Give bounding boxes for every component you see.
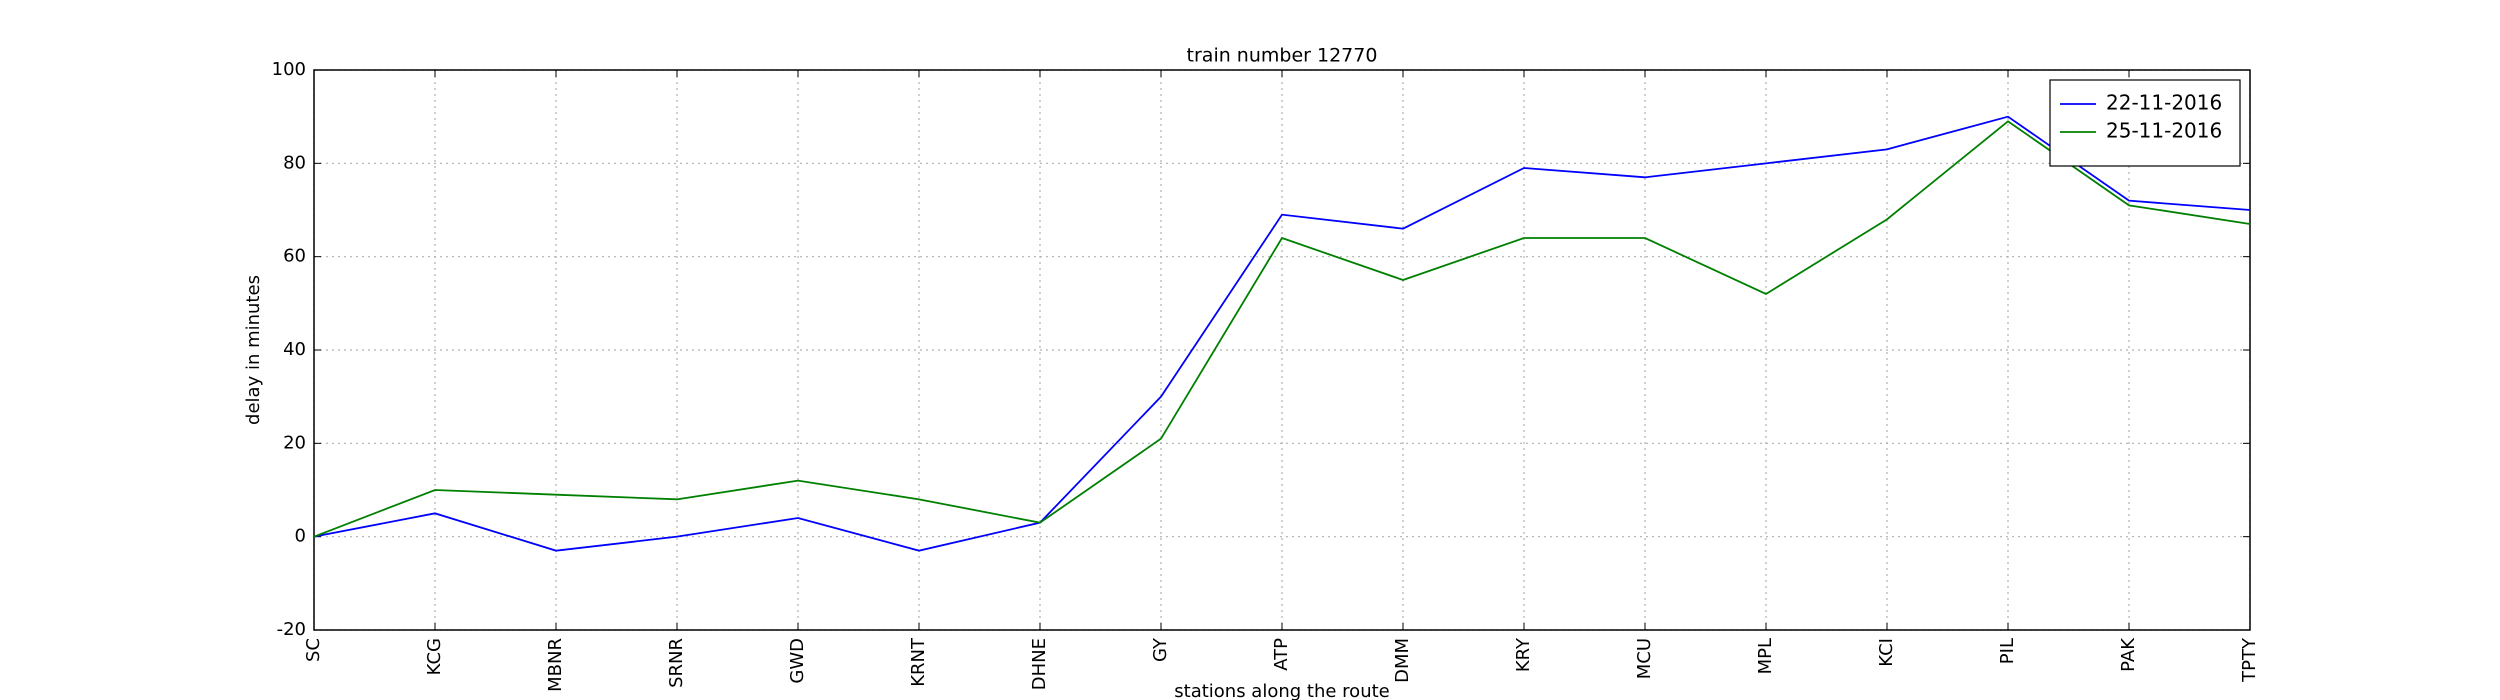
- x-tick-label: MCU: [1634, 638, 1655, 679]
- x-tick-label: DHNE: [1029, 638, 1050, 690]
- x-tick-label: KCG: [424, 638, 445, 675]
- legend-box: [2049, 79, 2241, 167]
- series-line: [313, 120, 2251, 538]
- y-tick-label: 0: [295, 526, 306, 547]
- legend-label: 22-11-2016: [2106, 91, 2222, 115]
- x-tick-label: SC: [303, 638, 324, 662]
- x-tick-label: PAK: [2118, 637, 2139, 672]
- plot-frame: [313, 69, 2251, 631]
- series-line: [313, 115, 2251, 552]
- y-tick-label: 20: [283, 432, 306, 453]
- x-tick-label: MBNR: [545, 638, 566, 692]
- x-tick-label: SRNR: [666, 638, 687, 688]
- x-tick-label: DMM: [1392, 638, 1413, 683]
- y-tick-label: 60: [283, 246, 306, 267]
- x-tick-label: PIL: [1997, 638, 2018, 664]
- x-tick-label: KRNT: [908, 637, 929, 687]
- chart-title: train number 12770: [1187, 45, 1378, 67]
- y-tick-label: 80: [283, 152, 306, 173]
- x-tick-label: ATP: [1271, 638, 1292, 671]
- y-tick-label: 100: [272, 59, 306, 80]
- y-axis-label: delay in minutes: [243, 275, 264, 425]
- y-tick-label: 40: [283, 339, 306, 360]
- y-tick-label: -20: [277, 619, 306, 640]
- x-tick-label: TPTY: [2239, 637, 2260, 683]
- x-tick-label: GWD: [787, 638, 808, 684]
- x-tick-label: KRY: [1513, 637, 1534, 672]
- x-tick-label: MPL: [1755, 638, 1776, 674]
- legend-label: 25-11-2016: [2106, 119, 2222, 143]
- x-axis-label: stations along the route: [1174, 681, 1389, 700]
- x-tick-label: KCI: [1876, 638, 1897, 667]
- x-tick-label: GY: [1150, 637, 1171, 662]
